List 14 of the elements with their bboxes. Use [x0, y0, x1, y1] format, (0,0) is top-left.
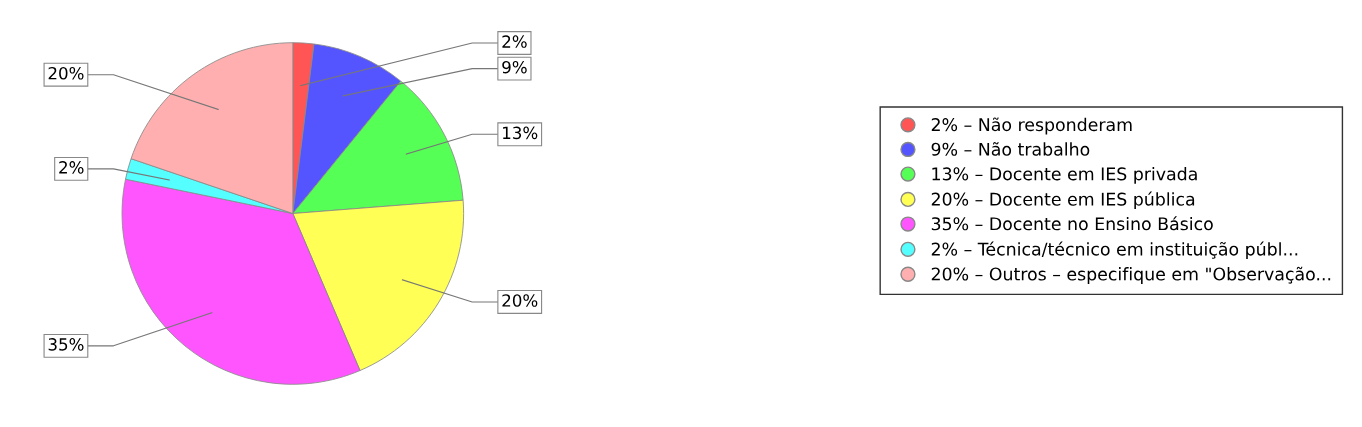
legend-label: 20% – Docente em IES pública [931, 191, 1195, 210]
data-label: 20% [48, 66, 84, 80]
data-label: 13% [503, 126, 538, 140]
legend-label: 35% – Docente no Ensino Básico [931, 216, 1213, 231]
data-label: 35% [48, 338, 84, 351]
data-label: 2% [59, 161, 84, 174]
legend-label: 2% – Técnica/técnico em instituição públ... [931, 241, 1298, 260]
legend-label: 9% – Não trabalho [931, 142, 1090, 156]
data-label: 20% [502, 294, 538, 307]
legend-label: 2% – Não responderam [931, 117, 1132, 135]
legend-label: 13% – Docente em IES privada [932, 166, 1197, 184]
legend-label: 20% – Outros – especifique em "Observação... [931, 266, 1331, 284]
data-label: 2% [502, 35, 527, 48]
data-label: 9% [502, 60, 527, 74]
